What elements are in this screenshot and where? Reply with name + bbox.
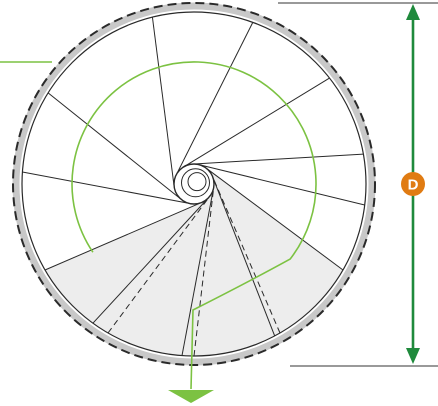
dimension-label: D — [408, 177, 419, 194]
arrow-down-triangle-icon — [168, 390, 214, 403]
tread-line — [176, 22, 254, 175]
landing-line — [107, 196, 210, 334]
tread-line — [212, 177, 276, 337]
tread-line — [206, 168, 344, 271]
tread-line — [181, 188, 214, 356]
tread-line — [184, 77, 330, 167]
walkline — [71, 61, 317, 390]
center-pole — [173, 163, 215, 205]
tread-line — [22, 171, 190, 204]
tread-line — [47, 92, 181, 200]
outer-rim-dashed-edge — [12, 2, 376, 366]
tread-line — [151, 17, 175, 186]
dimension-badge: D — [401, 172, 425, 196]
landing-line — [212, 177, 281, 334]
pole-ring — [173, 163, 215, 205]
tread-line — [92, 198, 209, 324]
pole-ring — [187, 172, 207, 192]
tread-line — [199, 164, 365, 206]
tread-lines — [22, 17, 365, 356]
tread-line — [193, 153, 364, 165]
pole-ring — [181, 168, 210, 198]
outer-rim — [12, 2, 376, 366]
tread-line — [44, 202, 201, 271]
landing-area — [45, 168, 343, 357]
landing-lines — [107, 177, 281, 357]
landing-line — [193, 187, 215, 357]
